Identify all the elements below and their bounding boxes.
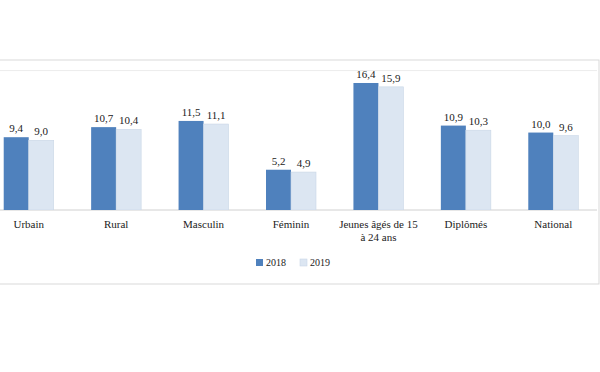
y-tick <box>0 70 597 71</box>
bar <box>528 133 553 210</box>
legend: 2018 2019 <box>256 257 330 268</box>
label-line: National <box>534 218 572 230</box>
bar <box>179 121 204 210</box>
label-line: à 24 ans <box>360 231 396 243</box>
bar <box>29 140 54 210</box>
label-line: Jeunes âgés de 15 <box>339 218 418 230</box>
frame <box>0 60 599 284</box>
data-label: 9,6 <box>559 121 573 133</box>
data-label: 4,9 <box>297 157 311 169</box>
data-label: 10,7 <box>94 112 114 124</box>
data-labels: 9,4 9,0 10,7 10,4 11,5 11,1 5,2 4,9 16,4 15,9 10,9… <box>9 68 573 169</box>
bar <box>4 137 29 210</box>
data-label: 16,4 <box>356 68 376 80</box>
x-tick-label: Urbain <box>13 218 44 230</box>
bar <box>116 129 141 210</box>
label-line: Diplômés <box>444 218 487 230</box>
data-label: 9,4 <box>9 122 23 134</box>
label-line: Féminin <box>273 218 310 230</box>
chart: 9,4 9,0 10,7 10,4 11,5 11,1 5,2 4,9 16,4 15,9 10,9… <box>0 0 600 372</box>
x-tick-label: National <box>534 218 572 230</box>
bar <box>378 87 403 210</box>
bar <box>553 136 578 210</box>
x-tick-label: Rural <box>104 218 128 230</box>
label-line: Rural <box>104 218 128 230</box>
x-tick-label: Diplômés <box>444 218 487 230</box>
data-label: 11,1 <box>207 109 226 121</box>
bar <box>291 172 316 210</box>
data-label: 10,4 <box>119 114 139 126</box>
data-label: 9,0 <box>34 125 48 137</box>
data-label: 5,2 <box>272 155 286 167</box>
bars <box>4 83 579 210</box>
data-label: 11,5 <box>182 106 201 118</box>
bar <box>91 127 116 210</box>
label-line: Masculin <box>183 218 224 230</box>
x-tick-label: Masculin <box>183 218 224 230</box>
data-label: 10,3 <box>469 115 489 127</box>
legend-label: 2019 <box>310 257 330 268</box>
bar <box>466 130 491 210</box>
label-line: Urbain <box>13 218 44 230</box>
legend-label: 2018 <box>266 257 286 268</box>
x-tick-label: Jeunes âgés de 15à 24 ans <box>339 218 418 243</box>
data-label: 10,0 <box>531 118 551 130</box>
legend-swatch <box>256 259 263 266</box>
data-label: 15,9 <box>381 72 401 84</box>
x-tick-labels: Urbain Rural Masculin Féminin Jeunes âgés de… <box>13 218 572 243</box>
bar <box>266 170 291 210</box>
bar <box>204 124 229 210</box>
legend-swatch <box>300 259 307 266</box>
bar <box>353 83 378 210</box>
x-tick-label: Féminin <box>273 218 310 230</box>
data-label: 10,9 <box>444 111 464 123</box>
bar <box>441 126 466 210</box>
